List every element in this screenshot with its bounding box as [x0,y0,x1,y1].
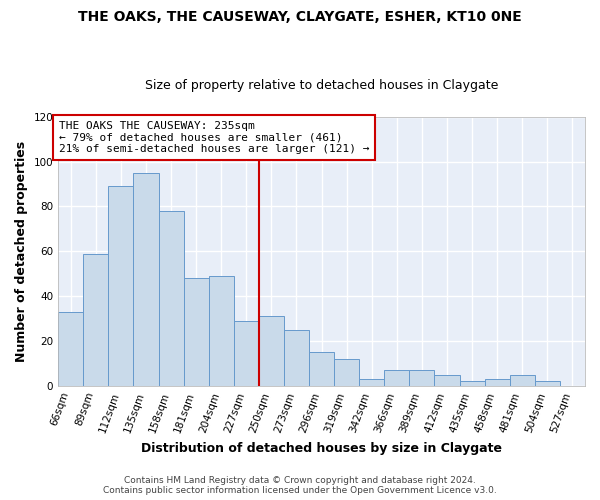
Bar [83,254,109,386]
Bar [109,186,133,386]
Bar [334,359,359,386]
Text: Contains HM Land Registry data © Crown copyright and database right 2024.
Contai: Contains HM Land Registry data © Crown c… [103,476,497,495]
Bar [133,173,158,386]
Bar [460,382,485,386]
Bar [184,278,209,386]
Bar [309,352,334,386]
Bar [158,211,184,386]
Bar [209,276,234,386]
Bar [58,312,83,386]
Bar [535,382,560,386]
Y-axis label: Number of detached properties: Number of detached properties [15,140,28,362]
Bar [385,370,409,386]
Bar [259,316,284,386]
Bar [409,370,434,386]
Title: Size of property relative to detached houses in Claygate: Size of property relative to detached ho… [145,79,498,92]
Bar [510,374,535,386]
Bar [284,330,309,386]
Text: THE OAKS THE CAUSEWAY: 235sqm
← 79% of detached houses are smaller (461)
21% of : THE OAKS THE CAUSEWAY: 235sqm ← 79% of d… [59,121,369,154]
Bar [359,379,385,386]
Bar [485,379,510,386]
X-axis label: Distribution of detached houses by size in Claygate: Distribution of detached houses by size … [141,442,502,455]
Bar [234,321,259,386]
Text: THE OAKS, THE CAUSEWAY, CLAYGATE, ESHER, KT10 0NE: THE OAKS, THE CAUSEWAY, CLAYGATE, ESHER,… [78,10,522,24]
Bar [434,374,460,386]
